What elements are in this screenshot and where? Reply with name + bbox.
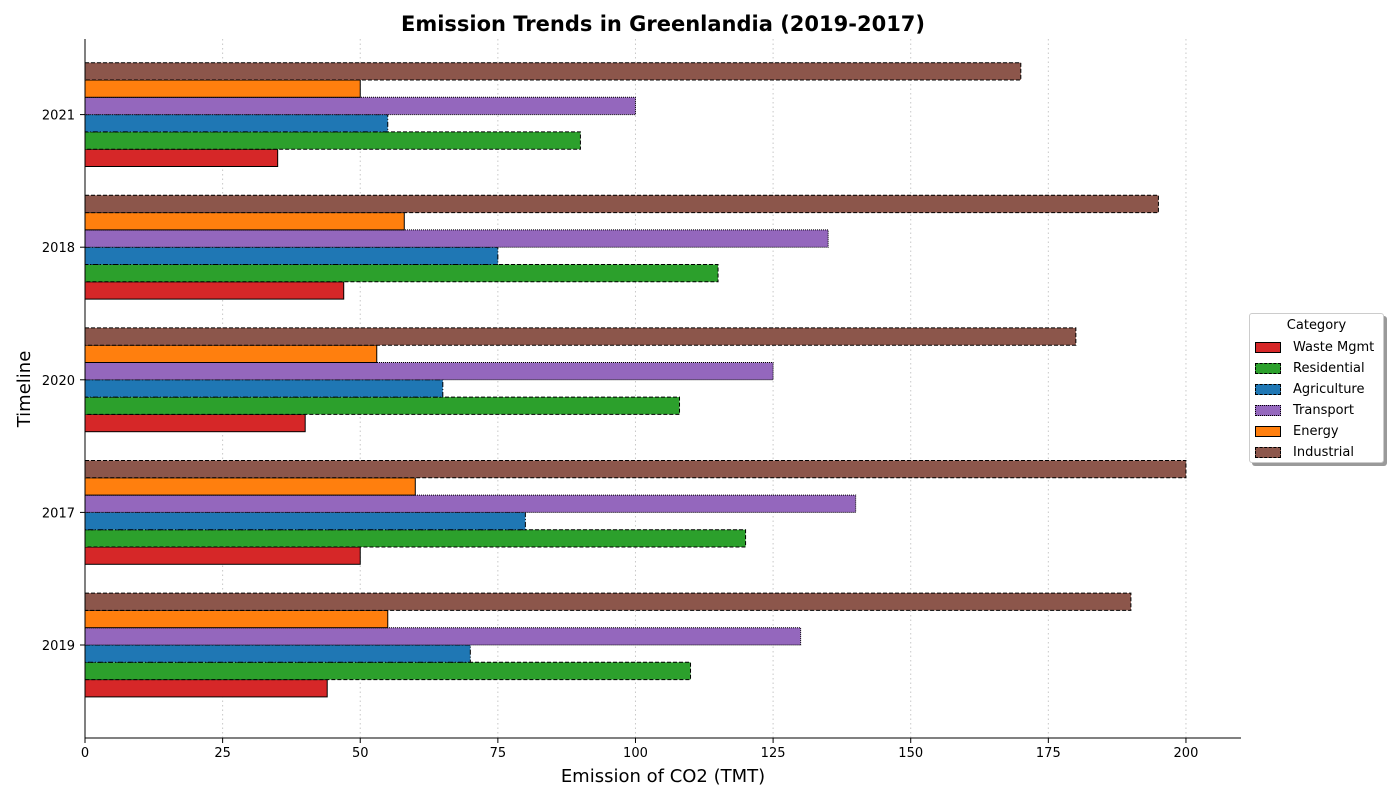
bars <box>84 62 1187 698</box>
bar <box>84 131 581 150</box>
bar <box>84 194 1159 214</box>
bar <box>84 79 361 98</box>
bar <box>84 460 1187 479</box>
bar <box>84 494 857 513</box>
legend-items: Waste Mgmt Residential Agriculture Transpor… <box>1250 337 1383 463</box>
bar <box>84 264 719 283</box>
bar <box>84 627 802 646</box>
legend-label: Industrial <box>1293 445 1354 460</box>
x-tick-label: 200 <box>1174 746 1199 761</box>
legend-label: Transport <box>1293 403 1355 418</box>
bar <box>84 546 361 565</box>
legend-item: Waste Mgmt <box>1250 337 1383 358</box>
x-tick-label: 0 <box>81 746 89 761</box>
bar <box>84 362 774 381</box>
legend-item: Transport <box>1250 400 1383 421</box>
legend-item: Energy <box>1250 421 1383 442</box>
legend-swatch <box>1255 363 1281 374</box>
bar <box>84 679 328 698</box>
legend-item: Industrial <box>1250 442 1383 463</box>
bar <box>84 229 829 248</box>
bar <box>84 661 692 681</box>
legend-swatch <box>1255 426 1281 437</box>
x-tick-label: 75 <box>490 746 507 761</box>
x-tick-label: 125 <box>761 746 786 761</box>
bar <box>84 327 1077 346</box>
legend-swatch <box>1255 447 1281 458</box>
legend: Category Waste Mgmt Residential Agricultur… <box>1249 313 1384 463</box>
y-tick-label: 2019 <box>42 639 75 654</box>
y-tick-label: 2020 <box>42 374 75 389</box>
y-ticks: 2019 2017 2020 2018 2021 <box>42 109 85 654</box>
legend-swatch <box>1255 342 1281 353</box>
bar <box>84 529 747 548</box>
y-tick-label: 2017 <box>42 506 75 521</box>
x-tick-label: 25 <box>214 746 231 761</box>
bar <box>84 477 416 496</box>
x-tick-label: 100 <box>623 746 648 761</box>
bar <box>84 96 636 116</box>
legend-item: Residential <box>1250 358 1383 379</box>
legend-label: Residential <box>1293 361 1365 376</box>
bar <box>84 212 405 231</box>
x-tick-label: 150 <box>898 746 923 761</box>
bar <box>84 281 345 300</box>
y-tick-label: 2018 <box>42 241 75 256</box>
legend-item: Agriculture <box>1250 379 1383 400</box>
bar <box>84 148 279 167</box>
x-tick-label: 175 <box>1036 746 1061 761</box>
bar <box>84 511 526 531</box>
legend-swatch <box>1255 384 1281 395</box>
bar <box>84 246 499 265</box>
bar <box>84 644 471 663</box>
bar <box>84 379 444 398</box>
x-tick-label: 50 <box>352 746 369 761</box>
bar <box>84 592 1132 611</box>
y-tick-label: 2021 <box>42 109 75 124</box>
bar <box>84 396 681 415</box>
bar <box>84 344 378 364</box>
bar <box>84 114 389 133</box>
bar <box>84 62 1022 81</box>
bar <box>84 609 389 629</box>
legend-label: Waste Mgmt <box>1293 340 1375 355</box>
legend-label: Agriculture <box>1293 382 1365 397</box>
x-ticks: 0 25 50 75 100 125 150 175 200 <box>81 738 1199 761</box>
y-axis-label: Timeline <box>14 351 35 429</box>
bar <box>84 413 306 433</box>
legend-swatch <box>1255 405 1281 416</box>
legend-title: Category <box>1286 318 1347 333</box>
legend-label: Energy <box>1293 424 1339 439</box>
chart-title: Emission Trends in Greenlandia (2019-201… <box>401 12 925 36</box>
x-axis-label: Emission of CO2 (TMT) <box>561 766 765 787</box>
